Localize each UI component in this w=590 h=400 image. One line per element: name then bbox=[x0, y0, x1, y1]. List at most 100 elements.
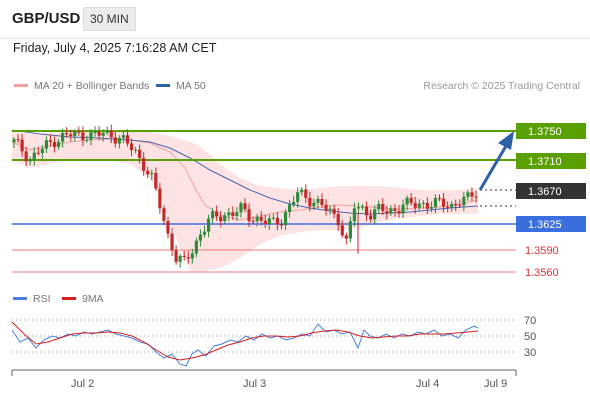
x-axis-label-jul9: Jul 9 bbox=[484, 378, 507, 390]
candle-body bbox=[97, 131, 101, 136]
candle-body bbox=[287, 204, 292, 213]
candle-body bbox=[332, 208, 336, 214]
candle-body bbox=[223, 215, 227, 222]
candle-body bbox=[441, 198, 446, 207]
candle-body bbox=[377, 203, 381, 210]
candle-body bbox=[316, 198, 320, 203]
timeframe-button[interactable]: 30 MIN bbox=[83, 7, 136, 31]
x-axis-label-jul4: Jul 4 bbox=[416, 378, 439, 390]
candle-body bbox=[296, 192, 300, 202]
candle-body bbox=[259, 216, 263, 221]
candle-body bbox=[186, 257, 190, 259]
candle-body bbox=[304, 189, 308, 198]
candle-body bbox=[389, 208, 393, 214]
candle-body bbox=[24, 151, 28, 162]
candle-body bbox=[433, 198, 438, 208]
candle-body bbox=[48, 140, 53, 142]
candle-body bbox=[446, 206, 450, 208]
candle-body bbox=[154, 173, 158, 189]
candle-body bbox=[292, 201, 296, 205]
candle-body bbox=[117, 137, 121, 144]
candle-body bbox=[206, 218, 211, 232]
candle-body bbox=[251, 221, 255, 223]
price-label-s1: 1.3590 bbox=[525, 245, 559, 257]
candle-body bbox=[243, 203, 247, 210]
candle-body bbox=[340, 225, 344, 236]
candle-body bbox=[16, 139, 20, 141]
forecast-arrow-head bbox=[498, 131, 514, 150]
candle-body bbox=[271, 217, 275, 219]
candle-body bbox=[470, 192, 474, 197]
candle-body bbox=[324, 204, 328, 211]
candle-body bbox=[312, 202, 316, 207]
candle-body bbox=[397, 210, 401, 214]
candle-body bbox=[28, 159, 32, 162]
candle-body bbox=[247, 209, 251, 222]
candle-body bbox=[113, 137, 117, 144]
candle-body bbox=[73, 131, 77, 137]
candle-body bbox=[44, 140, 49, 149]
rsi-ma-line bbox=[11, 321, 479, 361]
candle-body bbox=[61, 133, 65, 142]
candle-body bbox=[69, 134, 73, 137]
candle-body bbox=[425, 202, 429, 209]
candle-body bbox=[125, 135, 130, 144]
x-axis-label-jul2: Jul 2 bbox=[71, 378, 94, 390]
symbol-title: GBP/USD bbox=[12, 10, 81, 27]
candle-body bbox=[198, 234, 203, 241]
candle-body bbox=[279, 224, 284, 226]
candle-body bbox=[194, 240, 198, 254]
candle-body bbox=[255, 216, 259, 222]
candle-body bbox=[373, 209, 377, 220]
candle-body bbox=[162, 208, 166, 221]
candle-body bbox=[267, 218, 271, 224]
candle-body bbox=[405, 197, 409, 205]
candle-body bbox=[182, 255, 186, 258]
legend-ma20: MA 20 + Bollinger Bands bbox=[14, 80, 149, 92]
price-tag-r1-label: 1.3710 bbox=[528, 156, 562, 168]
candle-body bbox=[85, 139, 89, 141]
candle-body bbox=[129, 143, 134, 151]
candle-body bbox=[429, 207, 434, 209]
candle-body bbox=[146, 170, 150, 175]
candle-body bbox=[121, 135, 126, 138]
candle-body bbox=[344, 235, 348, 239]
candle-body bbox=[20, 139, 24, 152]
ma50-swatch bbox=[156, 83, 170, 87]
candle-body bbox=[348, 221, 352, 239]
candle-body bbox=[417, 203, 421, 208]
candle-body bbox=[93, 131, 97, 133]
candle-body bbox=[219, 216, 223, 222]
candle-body bbox=[174, 250, 178, 262]
candle-body bbox=[36, 152, 40, 154]
candle-body bbox=[235, 212, 239, 216]
candle-body bbox=[158, 188, 162, 209]
rsi-line bbox=[11, 323, 479, 367]
price-label-s2: 1.3560 bbox=[525, 267, 559, 279]
candle-body bbox=[413, 202, 417, 208]
rsi-ma-swatch bbox=[62, 297, 76, 300]
ma20-line bbox=[11, 138, 479, 221]
candle-body bbox=[352, 208, 357, 222]
candle-body bbox=[300, 189, 304, 193]
candle-body bbox=[101, 132, 105, 136]
candle-body bbox=[52, 141, 57, 147]
candle-body bbox=[142, 158, 146, 171]
candle-body bbox=[150, 173, 154, 175]
candle-body bbox=[202, 231, 207, 235]
candle-body bbox=[466, 192, 470, 197]
candle-body bbox=[360, 206, 365, 208]
price-tag-pivot-label: 1.3625 bbox=[528, 219, 562, 231]
price-tag-last-label: 1.3670 bbox=[528, 186, 562, 198]
candle-body bbox=[409, 197, 413, 203]
candle-body bbox=[328, 208, 332, 211]
candle-body bbox=[450, 203, 454, 208]
rsi-axis-30: 30 bbox=[524, 347, 536, 359]
candle-body bbox=[170, 233, 174, 251]
candle-body bbox=[231, 212, 235, 216]
legend-ma20-label: MA 20 + Bollinger Bands bbox=[34, 80, 150, 92]
price-tag-r2-label: 1.3750 bbox=[528, 126, 562, 138]
ma20-swatch bbox=[14, 83, 28, 87]
legend-ma50: MA 50 bbox=[156, 80, 206, 92]
